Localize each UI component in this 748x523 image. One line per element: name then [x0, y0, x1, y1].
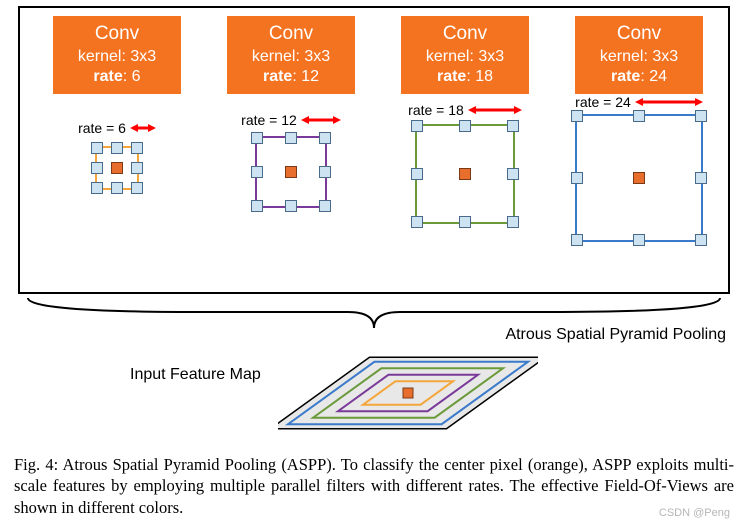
sample-point — [319, 166, 331, 178]
sample-point — [111, 142, 123, 154]
aspp-column-1: Convkernel: 3x3rate: 12 rate = 12 — [206, 16, 376, 212]
aspp-label: Atrous Spatial Pyramid Pooling — [505, 326, 726, 344]
rate-label-row: rate = 12 — [241, 112, 341, 128]
aspp-column-3: Convkernel: 3x3rate: 24rate = 24 — [554, 16, 724, 246]
sample-point — [571, 110, 583, 122]
conv-title: Conv — [581, 22, 697, 47]
sample-point — [131, 162, 143, 174]
sample-point — [571, 234, 583, 246]
conv-box: Convkernel: 3x3rate: 6 — [53, 16, 181, 94]
dilation-grid — [571, 110, 707, 246]
sample-point — [459, 120, 471, 132]
rate-text: rate = 18 — [408, 102, 464, 118]
sample-point — [319, 200, 331, 212]
sample-point — [251, 200, 263, 212]
aspp-column-2: Convkernel: 3x3rate: 18 rate = 18 — [380, 16, 550, 228]
conv-kernel: kernel: 3x3 — [59, 47, 175, 68]
rate-text: rate = 12 — [241, 112, 297, 128]
sample-point — [251, 132, 263, 144]
conv-rate: rate: 24 — [581, 67, 697, 88]
dilation-grid — [411, 120, 519, 228]
sample-point — [695, 172, 707, 184]
input-feature-map-label: Input Feature Map — [130, 366, 261, 384]
sample-point — [459, 216, 471, 228]
conv-rate: rate: 12 — [233, 67, 349, 88]
sample-point — [111, 182, 123, 194]
sample-point — [131, 182, 143, 194]
aspp-column-0: Convkernel: 3x3rate: 6 rate = 6 — [32, 16, 202, 194]
sample-point — [411, 168, 423, 180]
center-pixel — [633, 172, 645, 184]
conv-box: Convkernel: 3x3rate: 18 — [401, 16, 529, 94]
sample-point — [285, 132, 297, 144]
dilation-grid — [91, 142, 143, 194]
sample-point — [507, 120, 519, 132]
watermark: CSDN @Peng — [659, 507, 730, 519]
center-pixel — [285, 166, 297, 178]
conv-kernel: kernel: 3x3 — [581, 47, 697, 68]
rate-text: rate = 6 — [78, 120, 126, 136]
conv-rate: rate: 6 — [59, 67, 175, 88]
sample-point — [411, 216, 423, 228]
center-pixel — [459, 168, 471, 180]
sample-point — [285, 200, 297, 212]
sample-point — [251, 166, 263, 178]
sample-point — [633, 110, 645, 122]
aspp-pool-box: Convkernel: 3x3rate: 6rate = 6Convkernel… — [18, 6, 730, 294]
rate-arrow-icon — [635, 95, 703, 109]
dilation-grid — [251, 132, 331, 212]
rate-arrow-icon — [301, 113, 341, 127]
conv-box: Convkernel: 3x3rate: 12 — [227, 16, 355, 94]
sample-point — [319, 132, 331, 144]
rate-label-row: rate = 24 — [575, 94, 703, 110]
rate-label-row: rate = 6 — [78, 120, 156, 136]
conv-kernel: kernel: 3x3 — [407, 47, 523, 68]
sample-point — [91, 182, 103, 194]
center-pixel — [111, 162, 123, 174]
sample-point — [571, 172, 583, 184]
sample-point — [411, 120, 423, 132]
conv-title: Conv — [233, 22, 349, 47]
sample-point — [91, 162, 103, 174]
sample-point — [695, 234, 707, 246]
feature-map-center-pixel — [403, 388, 413, 398]
sample-point — [507, 168, 519, 180]
rate-label-row: rate = 18 — [408, 102, 522, 118]
conv-box: Convkernel: 3x3rate: 24 — [575, 16, 703, 94]
figure-caption: Fig. 4: Atrous Spatial Pyramid Pooling (… — [14, 454, 734, 518]
sample-point — [633, 234, 645, 246]
sample-point — [91, 142, 103, 154]
rate-arrow-icon — [130, 121, 156, 135]
feature-map-diagram — [278, 338, 538, 448]
sample-point — [507, 216, 519, 228]
rate-arrow-icon — [468, 103, 522, 117]
conv-title: Conv — [407, 22, 523, 47]
rate-text: rate = 24 — [575, 94, 631, 110]
conv-kernel: kernel: 3x3 — [233, 47, 349, 68]
sample-point — [131, 142, 143, 154]
sample-point — [695, 110, 707, 122]
conv-title: Conv — [59, 22, 175, 47]
conv-rate: rate: 18 — [407, 67, 523, 88]
